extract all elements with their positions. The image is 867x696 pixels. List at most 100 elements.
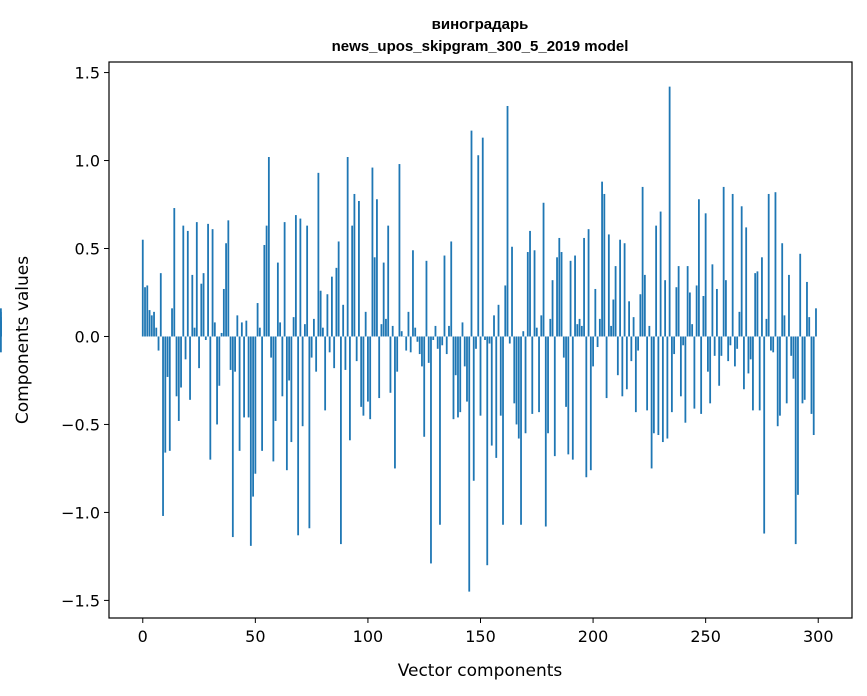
bar [454, 336, 457, 376]
bar [506, 105, 509, 337]
bar [628, 301, 630, 337]
bar [157, 336, 160, 351]
bar [634, 336, 637, 413]
bar [213, 322, 216, 337]
bar [540, 315, 543, 337]
bar [240, 322, 243, 337]
bar [333, 336, 336, 369]
bar [794, 336, 797, 545]
bar [457, 336, 459, 418]
bar [227, 220, 230, 337]
bar [493, 315, 495, 337]
x-tick-label: 200 [578, 627, 609, 646]
bar [207, 223, 209, 337]
bar [767, 193, 770, 337]
bar [378, 336, 381, 399]
bar [576, 324, 579, 337]
bar [369, 336, 372, 420]
bar [664, 280, 667, 337]
bar [274, 336, 277, 421]
bar [470, 130, 473, 337]
bar [191, 274, 194, 337]
bar [691, 324, 694, 337]
bar [511, 246, 513, 337]
bar [578, 318, 581, 337]
y-tick-label: −0.5 [61, 415, 100, 434]
bar [263, 244, 266, 337]
bar [409, 336, 412, 353]
bar [434, 325, 437, 337]
bar [236, 315, 239, 337]
bar [558, 237, 561, 337]
bar [340, 336, 342, 545]
bar [285, 336, 288, 471]
bar [360, 336, 363, 407]
bar [677, 266, 680, 337]
bar [749, 336, 752, 360]
bar [299, 218, 302, 337]
bar [704, 213, 707, 337]
chart-title-line1: виноградарь [432, 16, 529, 33]
bar [803, 336, 806, 400]
bar [535, 327, 538, 337]
bar [376, 199, 378, 337]
bar [650, 336, 653, 469]
bar [587, 229, 590, 337]
bar [335, 267, 338, 337]
bar [261, 336, 263, 451]
bar [267, 157, 270, 337]
bar [486, 336, 489, 566]
y-tick-label: 1.0 [75, 152, 100, 171]
bar [436, 336, 439, 349]
bar [150, 315, 153, 337]
bar [216, 336, 218, 425]
x-axis-ticks: 0 50 100 150 200 250 300 [138, 618, 834, 646]
bar [405, 336, 408, 351]
bar [574, 255, 576, 337]
bar [661, 336, 664, 443]
bar [502, 336, 504, 525]
bar [752, 336, 754, 411]
bar [288, 336, 291, 381]
y-tick-label: 0.0 [75, 327, 100, 346]
bar [643, 274, 646, 337]
bar [686, 266, 689, 337]
bar [520, 336, 522, 525]
bar [693, 336, 696, 409]
bar [398, 164, 401, 337]
bar [616, 336, 619, 376]
bar [173, 208, 176, 337]
bar [797, 336, 799, 495]
bar [547, 336, 549, 434]
bar [427, 336, 430, 363]
bar [445, 336, 448, 355]
bar [421, 336, 423, 367]
bar [700, 336, 703, 414]
bar [153, 311, 155, 337]
bar [763, 336, 766, 534]
bar [738, 311, 741, 337]
bar [484, 336, 486, 340]
bar [790, 336, 793, 356]
bar [551, 280, 554, 337]
bar [0, 336, 2, 353]
bar [342, 304, 345, 337]
bar [526, 252, 529, 337]
bar [603, 193, 606, 337]
bar [589, 336, 592, 471]
bar [659, 211, 662, 337]
bar [382, 262, 385, 337]
bar [189, 336, 191, 400]
bar [810, 336, 813, 414]
bar [459, 336, 462, 413]
bar [331, 276, 333, 337]
bar [711, 264, 714, 337]
bar [371, 167, 374, 337]
bar [234, 336, 236, 372]
bar [799, 253, 802, 337]
bar [713, 336, 716, 356]
bar [155, 327, 158, 337]
bar [312, 318, 315, 337]
bar [745, 227, 748, 337]
